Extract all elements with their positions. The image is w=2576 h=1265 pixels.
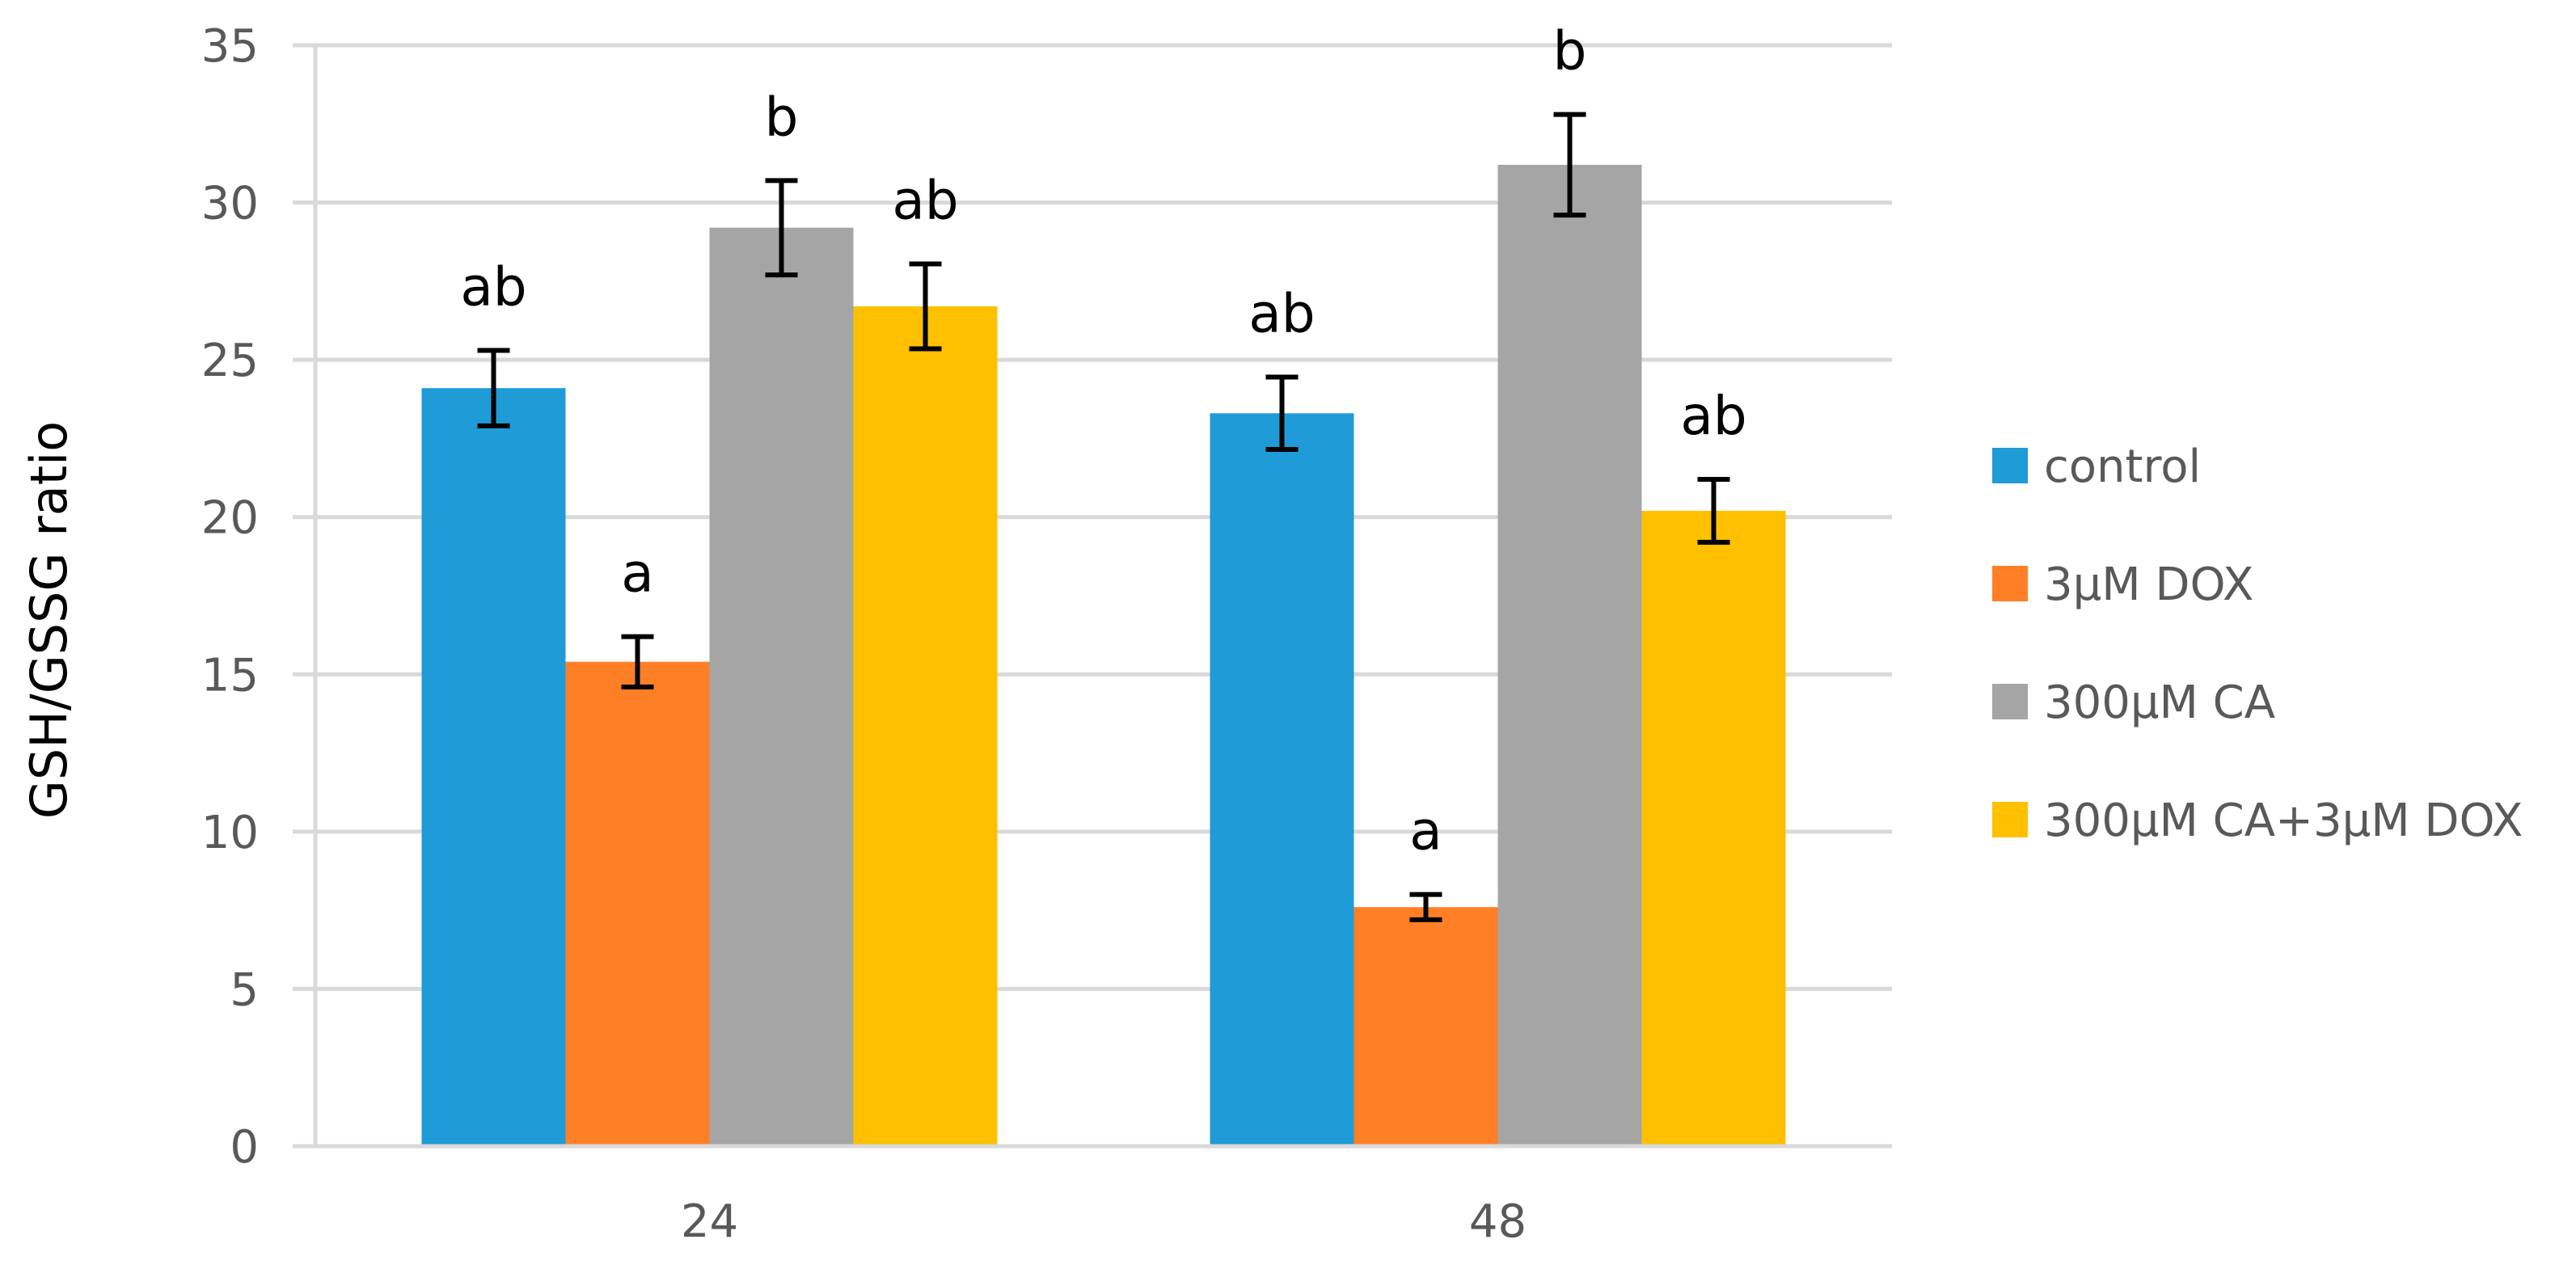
bar[interactable] [565,661,710,1146]
y-tick-label: 20 [201,492,259,545]
legend-swatch [1992,566,2028,601]
y-tick-label: 5 [230,964,259,1016]
legend-label: 300μM CA [2044,677,2275,729]
bar[interactable] [1641,510,1786,1146]
y-tick-label: 10 [201,807,259,859]
legend-item[interactable]: 300μM CA+3μM DOX [1992,795,2523,847]
y-tick-label: 35 [201,20,259,73]
significance-label: ab [460,255,526,318]
y-tick-label: 15 [201,649,259,702]
significance-label: ab [1680,385,1746,447]
legend-item[interactable]: 3μM DOX [1992,559,2253,611]
legend-label: 300μM CA+3μM DOX [2044,795,2523,847]
legend-label: 3μM DOX [2044,559,2253,611]
significance-label: a [1409,800,1442,862]
legend-label: control [2044,441,2201,493]
bars [421,164,1786,1147]
bar[interactable] [709,227,854,1146]
x-tick-label: 24 [681,1195,738,1248]
legend-swatch [1992,802,2028,837]
significance-label: a [621,542,653,605]
significance-label: b [765,86,799,148]
y-axis-label: GSH/GSSG ratio [19,421,78,819]
error-bars [477,112,1730,922]
bar[interactable] [1210,413,1354,1147]
axes: 0 5 10 15 20 25 30 35 24 48 [201,20,1892,1248]
significance-label: ab [1248,283,1315,345]
y-tick-label: 25 [201,335,259,387]
bar[interactable] [421,388,566,1146]
significance-label: ab [892,169,958,231]
legend-swatch [1992,684,2028,719]
y-tick-label: 30 [201,178,259,230]
y-tick-label: 0 [230,1121,259,1174]
legend-item[interactable]: control [1992,441,2201,493]
legend[interactable]: control 3μM DOX 300μM CA 300μM CA+3μM DOX [1992,441,2523,847]
bar[interactable] [853,306,998,1147]
legend-swatch [1992,448,2028,483]
bar[interactable] [1497,164,1642,1147]
bar[interactable] [1353,907,1498,1146]
significance-label: b [1553,20,1587,82]
x-tick-label: 48 [1469,1195,1527,1248]
legend-item[interactable]: 300μM CA [1992,677,2275,729]
